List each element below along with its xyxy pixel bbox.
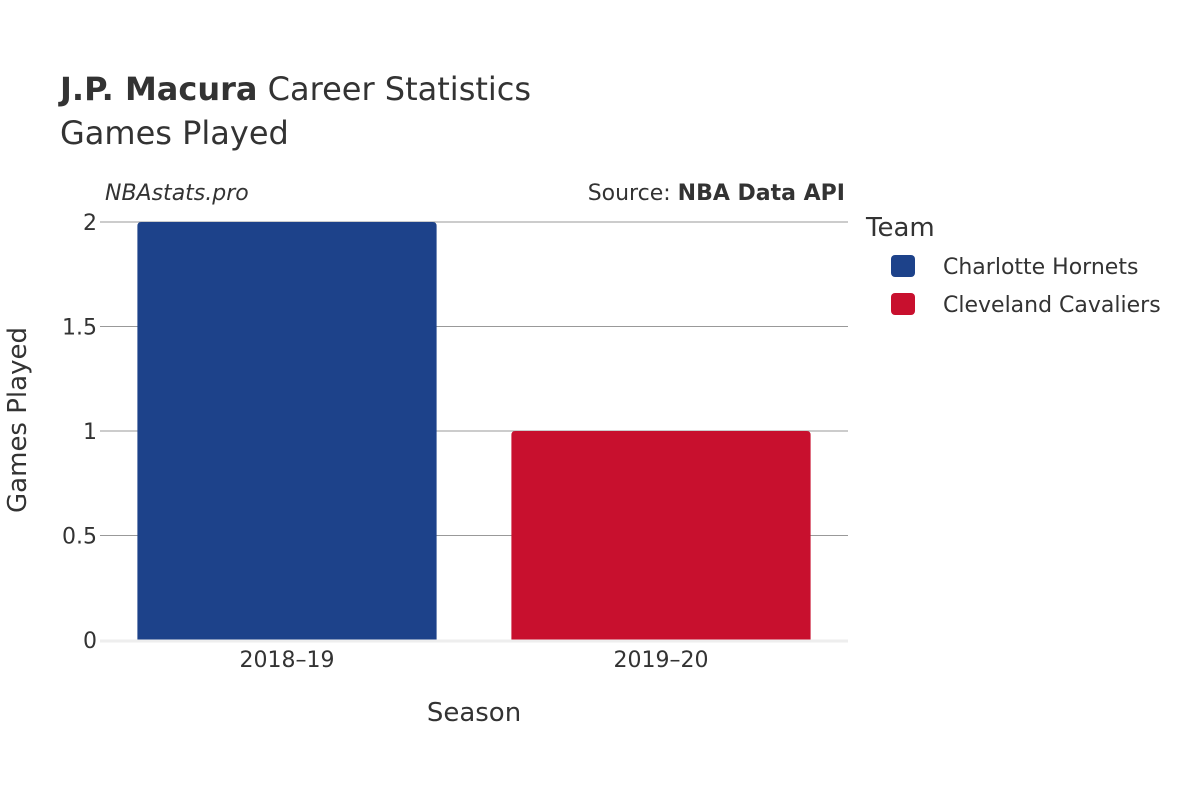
title-player: J.P. Macura <box>58 70 258 108</box>
chart-subtitle: Games Played <box>60 114 289 152</box>
source-line: Source: NBA Data API <box>588 181 845 206</box>
legend-items: Charlotte Hornets Cleveland Cavaliers <box>891 255 1161 318</box>
y-tick-label: 0 <box>83 629 97 654</box>
y-tick-label: 0.5 <box>62 525 97 550</box>
y-tick-label: 1.5 <box>62 316 97 341</box>
legend-swatch <box>891 293 915 315</box>
bars <box>137 222 811 640</box>
x-tick-label: 2019–20 <box>614 648 709 673</box>
axes: 0 0.5 1 1.5 2 2018–19 2019–20 <box>62 211 848 673</box>
y-tick-label: 2 <box>83 211 97 236</box>
title-rest-text: Career Statistics <box>268 70 531 108</box>
x-axis-title: Season <box>427 698 521 728</box>
source-prefix: Source: <box>588 181 678 206</box>
bar[interactable] <box>137 222 437 640</box>
source-name: NBA Data API <box>678 181 845 206</box>
y-axis-title: Games Played <box>3 327 33 513</box>
legend: Team Charlotte Hornets Cleveland Cavalier… <box>865 213 1161 318</box>
legend-title: Team <box>865 213 935 243</box>
legend-label[interactable]: Cleveland Cavaliers <box>943 293 1161 318</box>
x-tick-label: 2018–19 <box>240 648 335 673</box>
legend-swatch <box>891 255 915 277</box>
legend-label[interactable]: Charlotte Hornets <box>943 255 1138 280</box>
watermark: NBAstats.pro <box>105 181 249 206</box>
bar[interactable] <box>511 431 811 640</box>
y-tick-label: 1 <box>83 420 97 445</box>
title-rest <box>258 70 268 108</box>
chart-title: J.P. Macura Career Statistics <box>58 70 531 108</box>
